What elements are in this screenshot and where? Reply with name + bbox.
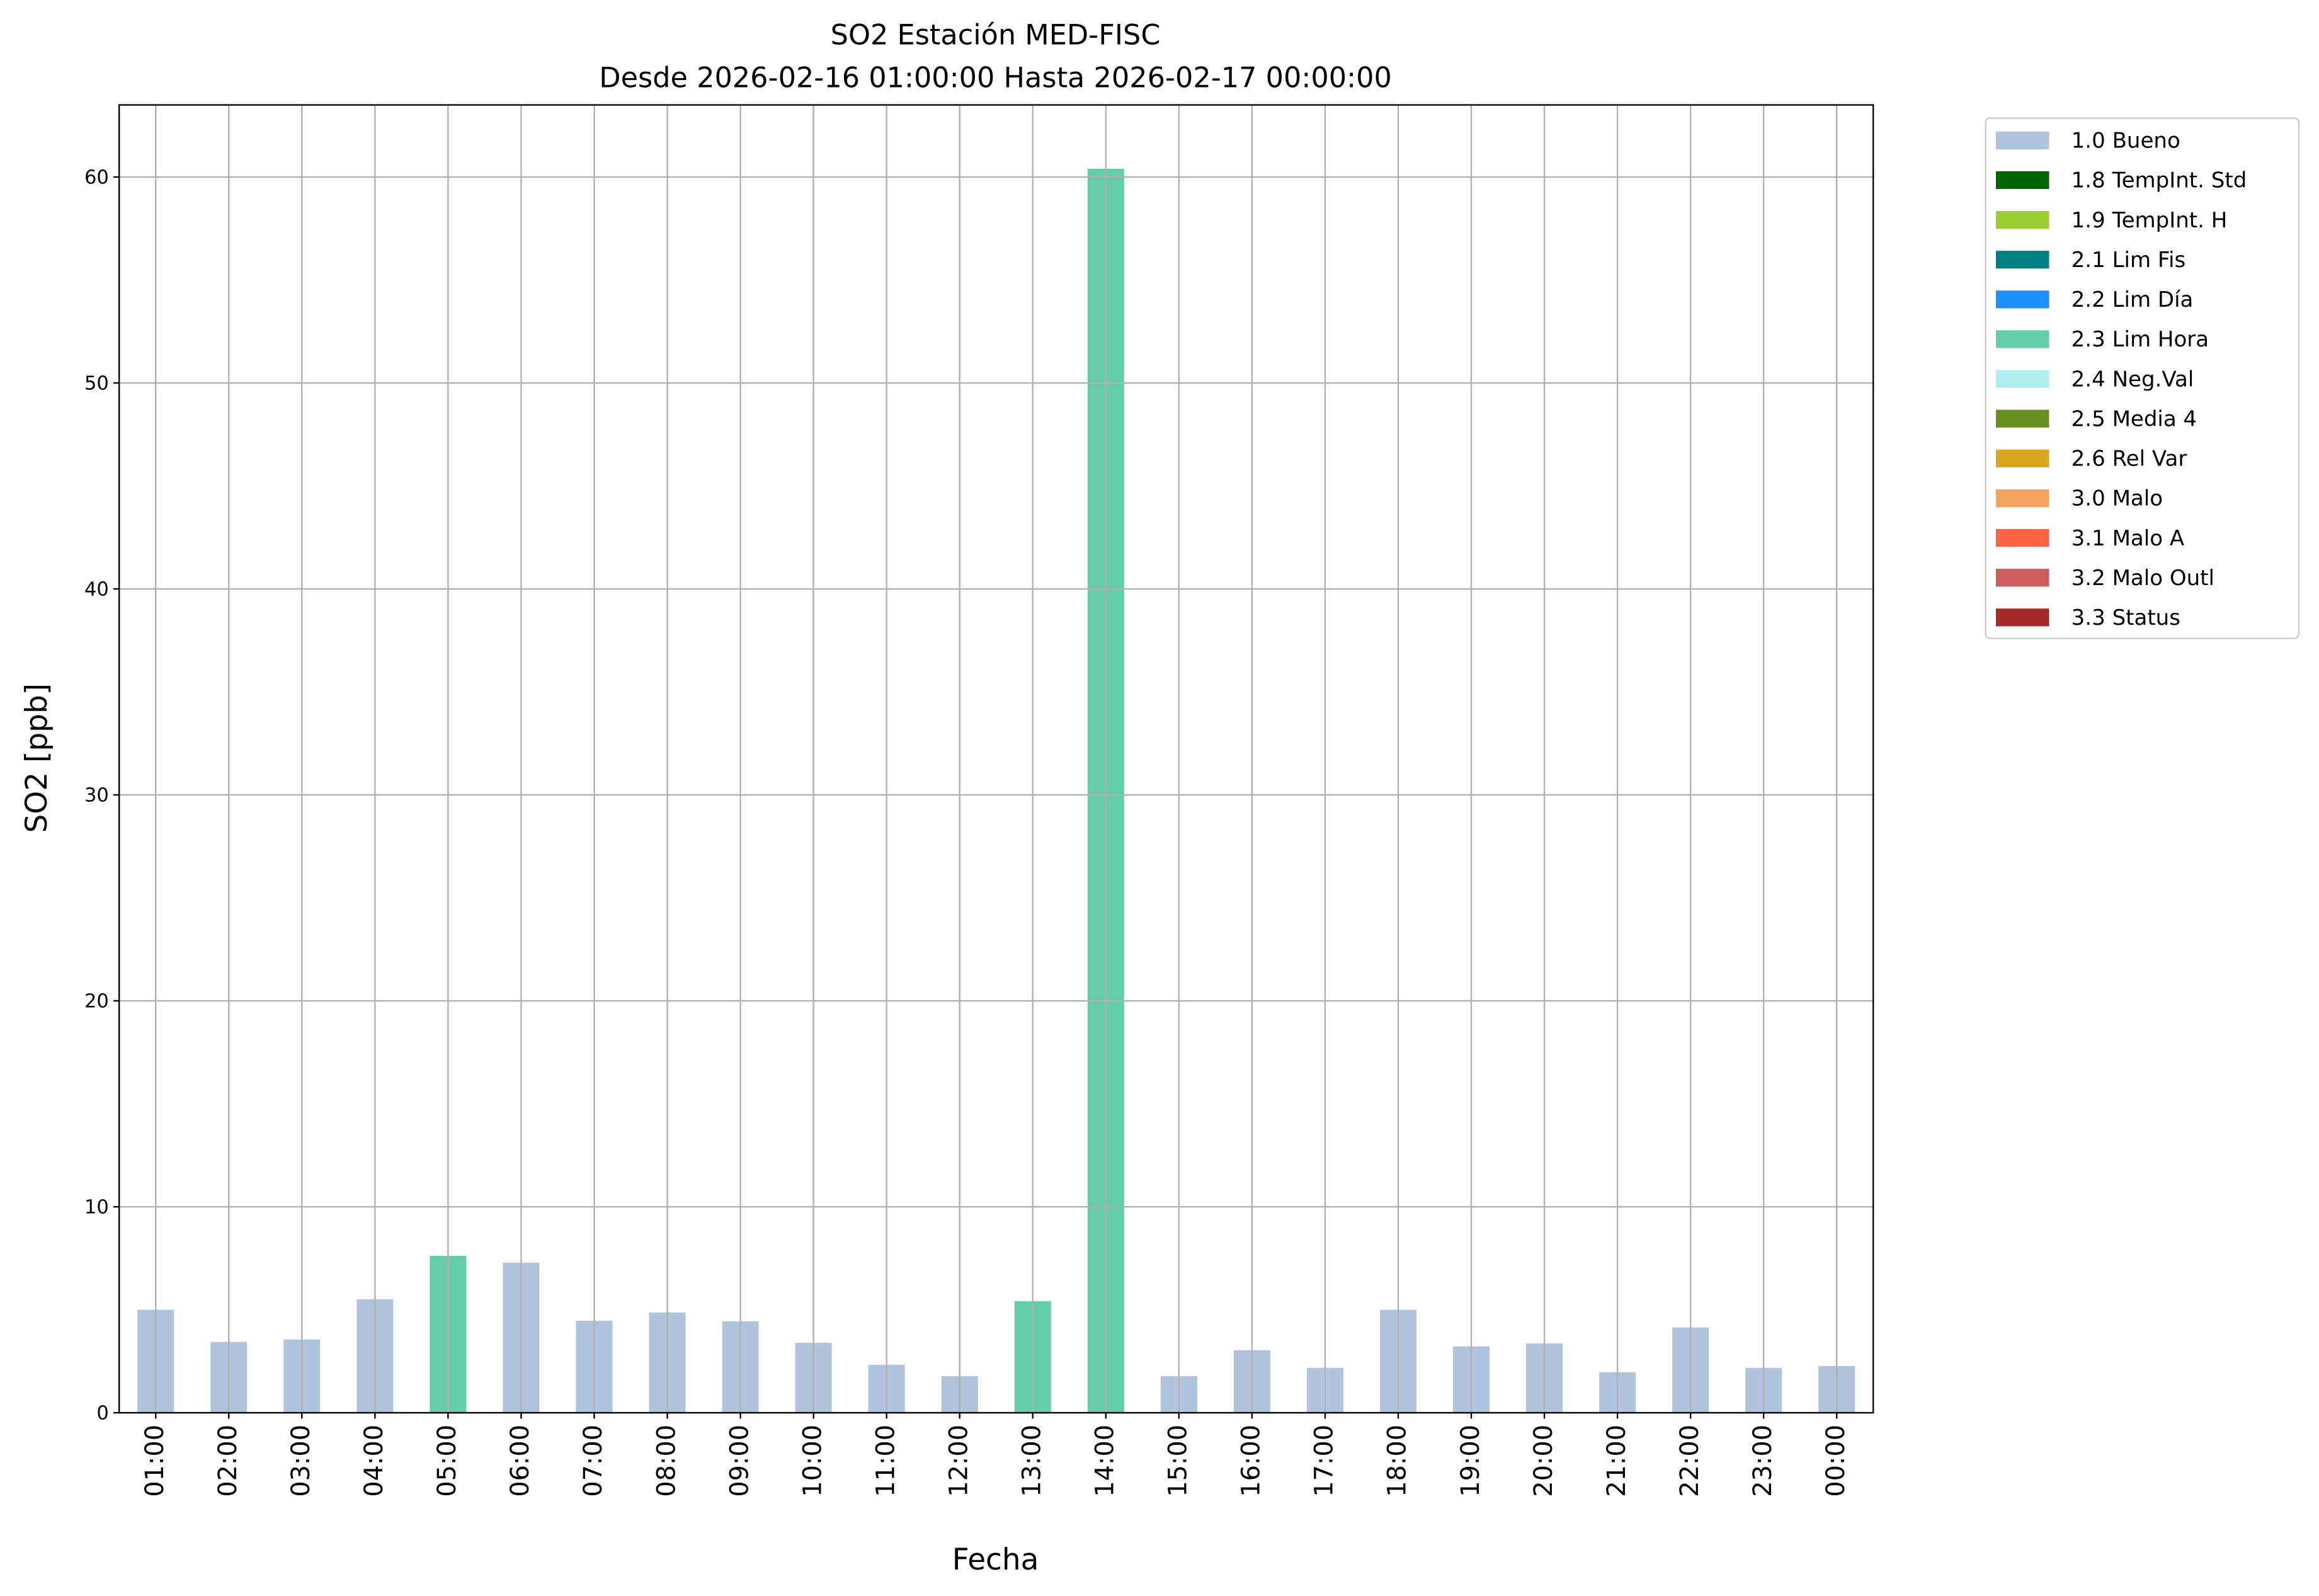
legend-swatch xyxy=(1996,489,2049,508)
legend-label: 1.0 Bueno xyxy=(2071,128,2180,154)
legend-label: 2.3 Lim Hora xyxy=(2071,327,2209,352)
y-tick-label: 20 xyxy=(84,991,109,1013)
legend: 1.0 Bueno 1.8 TempInt. Std 1.9 TempInt. H 2… xyxy=(1985,117,2300,639)
legend-swatch xyxy=(1996,251,2049,269)
chart-title: SO2 Estación MED-FISC xyxy=(831,18,1161,51)
legend-label: 1.9 TempInt. H xyxy=(2071,208,2228,233)
x-tick-label: 05:00 xyxy=(433,1425,462,1497)
legend-swatch xyxy=(1996,211,2049,229)
y-tick-label: 30 xyxy=(84,785,109,807)
x-tick-label: 03:00 xyxy=(287,1425,316,1497)
x-tick-label: 02:00 xyxy=(214,1425,242,1497)
y-tick-label: 10 xyxy=(84,1197,109,1219)
x-tick-label: 18:00 xyxy=(1383,1425,1412,1497)
legend-label: 3.1 Malo A xyxy=(2071,526,2184,551)
legend-swatch xyxy=(1996,330,2049,348)
legend-swatch xyxy=(1996,569,2049,587)
x-tick-label: 07:00 xyxy=(579,1425,608,1497)
x-tick-label: 22:00 xyxy=(1675,1425,1704,1497)
x-tick-label: 17:00 xyxy=(1310,1425,1339,1497)
legend-swatch xyxy=(1996,131,2049,149)
y-tick-label: 50 xyxy=(84,373,109,395)
x-tick-label: 13:00 xyxy=(1017,1425,1046,1497)
x-tick-label: 16:00 xyxy=(1237,1425,1266,1497)
x-tick-label: 12:00 xyxy=(944,1425,973,1497)
x-tick-label: 21:00 xyxy=(1602,1425,1631,1497)
x-tick-label: 11:00 xyxy=(871,1425,900,1497)
x-tick-label: 14:00 xyxy=(1091,1425,1120,1497)
legend-label: 2.1 Lim Fis xyxy=(2071,248,2186,273)
legend-label: 2.5 Media 4 xyxy=(2071,406,2197,431)
x-tick-label: 04:00 xyxy=(360,1425,389,1497)
y-axis: 0 10 20 30 40 50 60 xyxy=(84,167,120,1425)
x-tick-label: 19:00 xyxy=(1456,1425,1485,1497)
chart-subtitle: Desde 2026-02-16 01:00:00 Hasta 2026-02-… xyxy=(599,61,1392,94)
x-tick-label: 10:00 xyxy=(798,1425,827,1497)
x-tick-label: 15:00 xyxy=(1164,1425,1193,1497)
legend-frame xyxy=(1985,117,2300,639)
legend-swatch xyxy=(1996,171,2049,190)
legend-swatch xyxy=(1996,290,2049,309)
legend-swatch xyxy=(1996,608,2049,627)
legend-label: 3.2 Malo Outl xyxy=(2071,566,2214,591)
x-axis-label: Fecha xyxy=(952,1542,1039,1577)
y-tick-label: 40 xyxy=(84,579,109,601)
legend-swatch xyxy=(1996,449,2049,467)
legend-label: 3.0 Malo xyxy=(2071,486,2163,511)
x-tick-label: 20:00 xyxy=(1529,1425,1558,1497)
legend-label: 2.6 Rel Var xyxy=(2071,447,2187,472)
legend-swatch xyxy=(1996,409,2049,428)
x-tick-label: 09:00 xyxy=(725,1425,754,1497)
x-tick-label: 01:00 xyxy=(140,1425,169,1497)
x-tick-label: 06:00 xyxy=(506,1425,535,1497)
x-tick-label: 23:00 xyxy=(1748,1425,1777,1497)
x-tick-label: 08:00 xyxy=(652,1425,681,1497)
legend-label: 3.3 Status xyxy=(2071,605,2180,630)
legend-label: 1.8 TempInt. Std xyxy=(2071,168,2247,193)
legend-label: 2.2 Lim Día xyxy=(2071,287,2194,312)
y-axis-label: SO2 [ppb] xyxy=(20,683,54,833)
y-tick-label: 0 xyxy=(96,1403,108,1425)
legend-swatch xyxy=(1996,370,2049,388)
grid xyxy=(119,105,1874,1414)
x-tick-label: 00:00 xyxy=(1821,1425,1850,1497)
x-axis: 01:00 02:00 03:00 04:00 05:00 06:00 07:00 08:00… xyxy=(140,1413,1850,1497)
bars xyxy=(137,168,1855,1413)
legend-swatch xyxy=(1996,528,2049,547)
plot-frame xyxy=(118,104,1874,1414)
legend-label: 2.4 Neg.Val xyxy=(2071,367,2194,392)
y-tick-label: 60 xyxy=(84,167,109,189)
